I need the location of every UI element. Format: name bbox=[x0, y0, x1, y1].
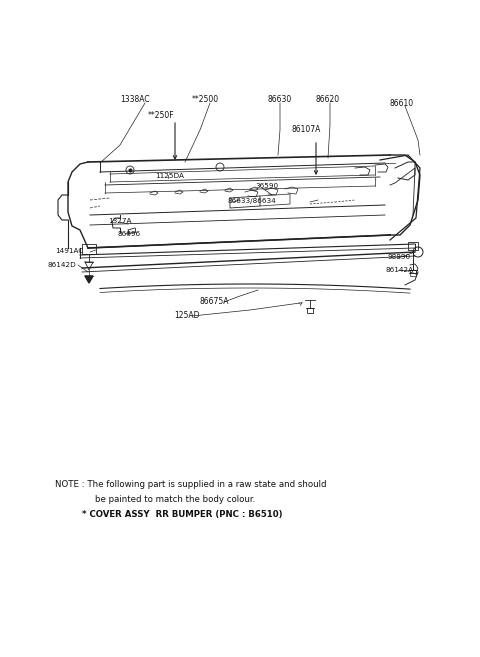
Text: 1125DA: 1125DA bbox=[155, 173, 184, 179]
Polygon shape bbox=[85, 276, 93, 283]
Text: 36590: 36590 bbox=[255, 183, 278, 189]
Text: **2500: **2500 bbox=[192, 95, 219, 104]
Text: 86675A: 86675A bbox=[200, 298, 229, 307]
Bar bbox=[82, 244, 96, 254]
Text: 86096: 86096 bbox=[118, 231, 141, 237]
Text: 86630: 86630 bbox=[268, 95, 292, 104]
Text: 1338AC: 1338AC bbox=[120, 95, 150, 104]
Text: **250F: **250F bbox=[148, 112, 175, 120]
Bar bbox=[410, 270, 416, 276]
Text: be painted to match the body colour.: be painted to match the body colour. bbox=[95, 495, 255, 504]
Text: 1491AC: 1491AC bbox=[55, 248, 84, 254]
Text: 86142A: 86142A bbox=[385, 267, 413, 273]
Text: 86142D: 86142D bbox=[48, 262, 77, 268]
Bar bbox=[307, 308, 313, 313]
Text: 86620: 86620 bbox=[316, 95, 340, 104]
Text: NOTE : The following part is supplied in a raw state and should: NOTE : The following part is supplied in… bbox=[55, 480, 326, 489]
Text: 86633/86634: 86633/86634 bbox=[228, 198, 277, 204]
Text: 98890: 98890 bbox=[388, 254, 411, 260]
Text: * COVER ASSY  RR BUMPER (PNC : B6510): * COVER ASSY RR BUMPER (PNC : B6510) bbox=[82, 510, 283, 519]
Text: 125AD: 125AD bbox=[174, 311, 200, 321]
Text: 86107A: 86107A bbox=[291, 125, 320, 135]
Text: 1327A: 1327A bbox=[108, 218, 132, 224]
Text: 86610: 86610 bbox=[390, 99, 414, 108]
Bar bbox=[408, 242, 418, 250]
